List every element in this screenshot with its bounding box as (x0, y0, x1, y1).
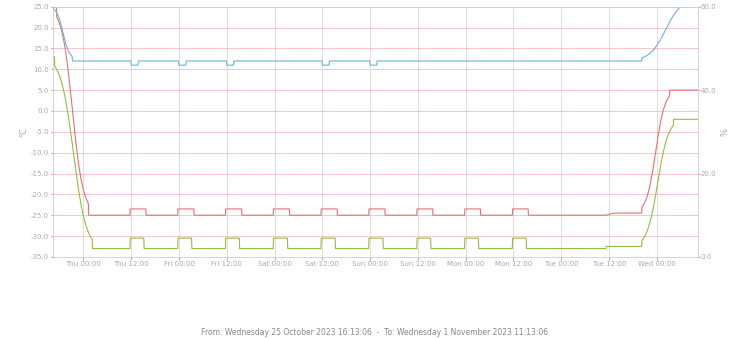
Y-axis label: %: % (716, 128, 725, 136)
Text: From: Wednesday 25 October 2023 16:13:06  -  To: Wednesday 1 November 2023 11:13: From: Wednesday 25 October 2023 16:13:06… (202, 328, 548, 337)
Y-axis label: °C: °C (19, 127, 28, 137)
